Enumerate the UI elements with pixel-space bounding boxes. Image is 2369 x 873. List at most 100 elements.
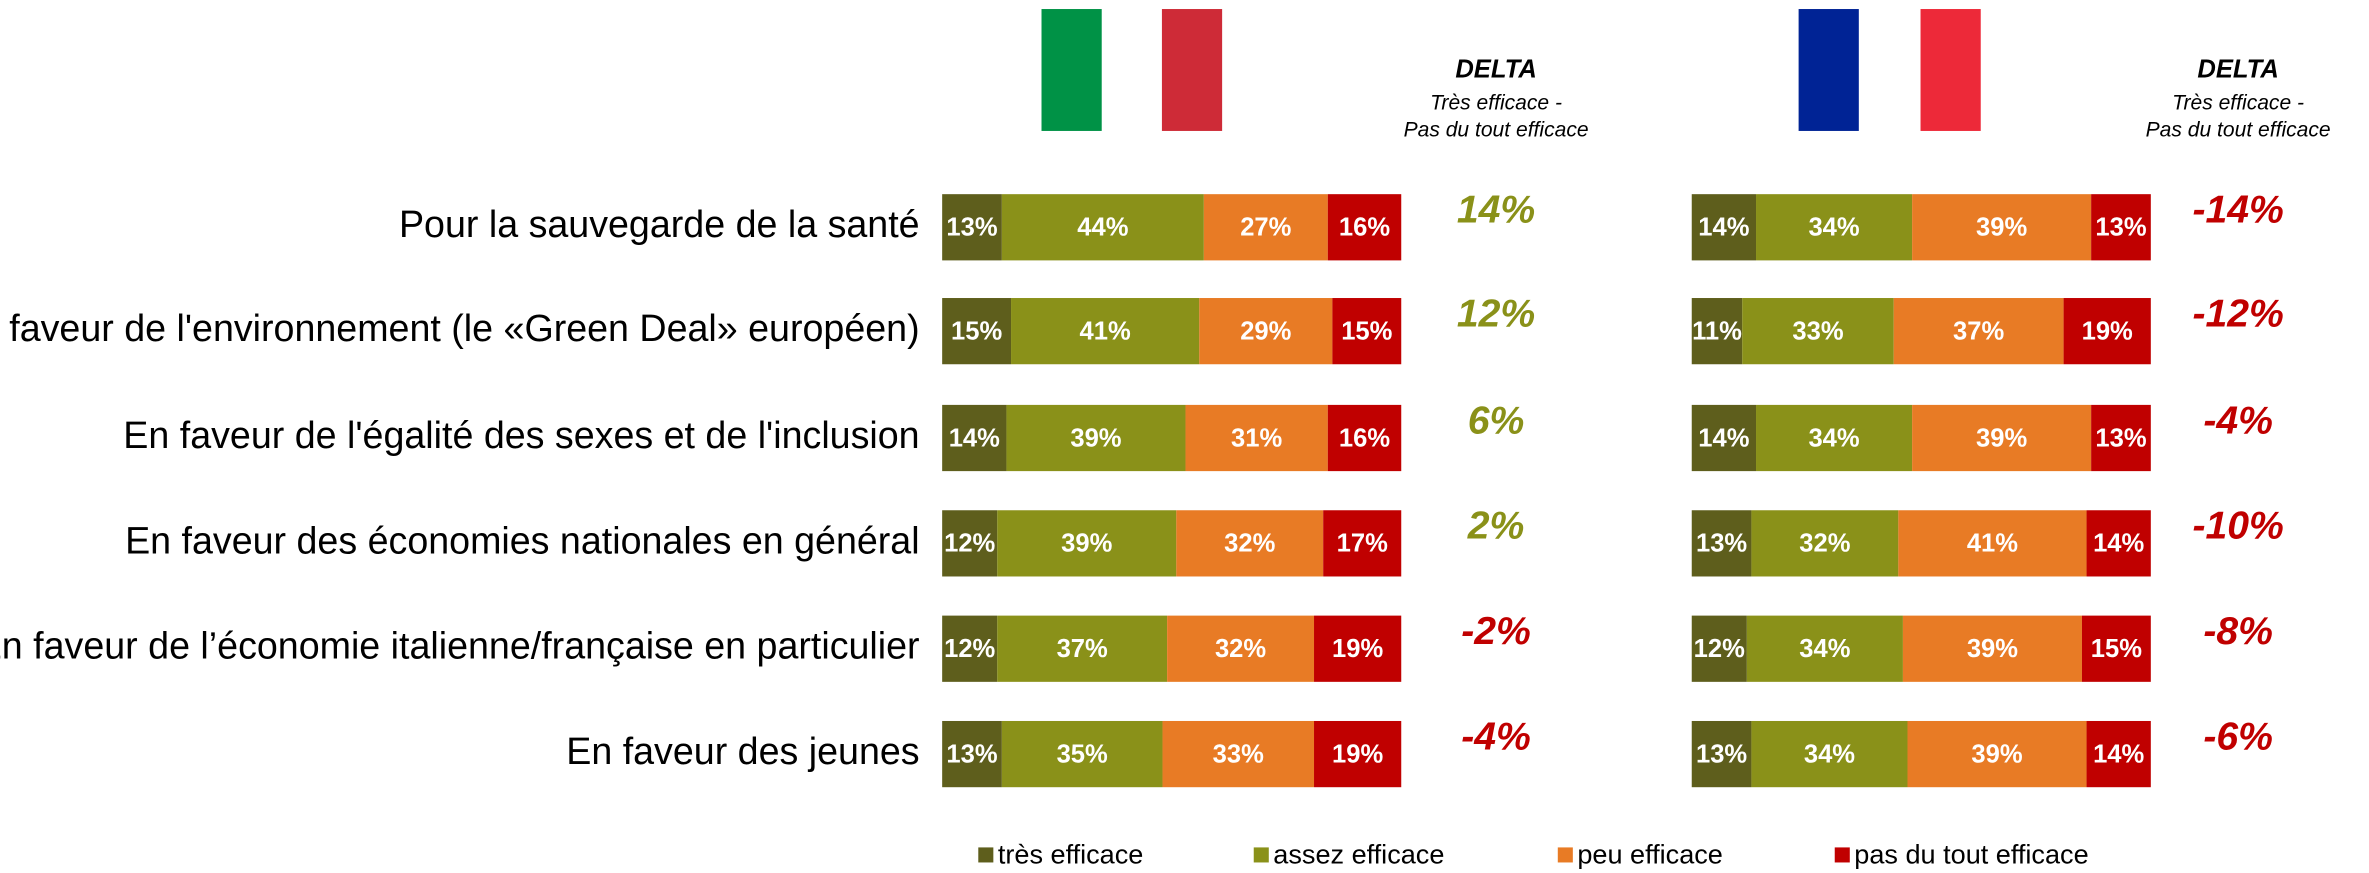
bar-segment: [1176, 510, 1324, 577]
data-label: 16%: [1339, 424, 1390, 452]
bar-segment: [1907, 720, 2087, 788]
data-label: 14%: [1698, 424, 1749, 452]
category-label: Pour la sauvegarde de la santé: [399, 203, 920, 245]
data-label: 16%: [1339, 214, 1390, 242]
delta-title: DELTA: [2197, 55, 2278, 83]
delta-label: -4%: [1461, 715, 1531, 758]
data-label: 39%: [1061, 530, 1112, 558]
bar-segment: [1902, 615, 2082, 682]
data-label: 39%: [1976, 214, 2027, 242]
bar-segment: [1756, 194, 1913, 261]
data-label: 19%: [1332, 635, 1383, 663]
bar-segment: [1691, 510, 1752, 577]
category-label: En faveur de l'environnement (le «Green …: [0, 307, 920, 349]
delta-label: 12%: [1457, 292, 1535, 335]
data-label: 12%: [944, 635, 995, 663]
bar-segment: [1751, 720, 1908, 788]
legend-swatch: [1557, 847, 1573, 863]
data-label: 44%: [1077, 214, 1128, 242]
bar-segment: [942, 194, 1002, 261]
delta-label: 6%: [1468, 399, 1525, 442]
data-label: 41%: [1967, 530, 2018, 558]
bar-segment: [1314, 615, 1402, 682]
data-label: 13%: [2095, 214, 2146, 242]
category-label: En faveur de l'égalité des sexes et de l…: [123, 414, 919, 456]
data-label: 17%: [1337, 530, 1388, 558]
bar-segment: [997, 510, 1177, 577]
bar-segment: [1323, 510, 1402, 577]
data-label: 15%: [1341, 317, 1392, 345]
bar-segment: [2086, 720, 2151, 788]
bar-segment: [1332, 298, 1402, 365]
legend-label: très efficace: [998, 839, 1144, 870]
delta-subtitle: Pas du tout efficace: [1404, 119, 1589, 142]
data-label: 33%: [1792, 317, 1843, 345]
bar-segment: [1898, 510, 2087, 577]
data-label: 34%: [1799, 635, 1850, 663]
category-label: En faveur des économies nationales en gé…: [125, 519, 920, 561]
delta-subtitle: Pas du tout efficace: [2146, 119, 2331, 142]
data-label: 12%: [1694, 635, 1745, 663]
legend-swatch: [978, 847, 994, 863]
data-label: 13%: [1696, 530, 1747, 558]
data-label: 35%: [1057, 740, 1108, 768]
data-label: 12%: [944, 530, 995, 558]
bar-segment: [2081, 615, 2151, 682]
data-label: 14%: [1698, 214, 1749, 242]
delta-title: DELTA: [1455, 55, 1536, 83]
bar-segment: [1756, 404, 1913, 472]
bar-segment: [1746, 615, 1903, 682]
data-label: 41%: [1080, 317, 1131, 345]
bar-segment: [942, 510, 998, 577]
delta-label: 14%: [1457, 189, 1535, 232]
data-label: 14%: [2093, 530, 2144, 558]
bar-segment: [1691, 194, 1757, 261]
data-label: 13%: [946, 214, 997, 242]
data-label: 37%: [1953, 317, 2004, 345]
bar-segment: [1691, 404, 1757, 472]
bar-segment: [1001, 720, 1163, 788]
bar-segment: [1203, 194, 1328, 261]
flag-france-red: [1920, 9, 1981, 131]
bar-segment: [1691, 615, 1747, 682]
data-label: 39%: [1967, 635, 2018, 663]
bar-segment: [1162, 720, 1315, 788]
legend-label: assez efficace: [1273, 839, 1444, 870]
bar-segment: [942, 720, 1002, 788]
data-label: 34%: [1808, 214, 1859, 242]
bar-segment: [942, 404, 1007, 472]
bar-segment: [1185, 404, 1328, 472]
bar-segment: [2091, 194, 2151, 261]
delta-label: 2%: [1467, 505, 1525, 548]
bar-segment: [1691, 298, 1743, 365]
bar-segment: [2063, 298, 2151, 365]
bar-segment: [1167, 615, 1315, 682]
legend-swatch: [1253, 847, 1269, 863]
legend-swatch: [1834, 847, 1850, 863]
data-label: 31%: [1231, 424, 1282, 452]
bar-segment: [1199, 298, 1333, 365]
delta-label: -2%: [1461, 610, 1531, 653]
data-label: 19%: [1332, 740, 1383, 768]
bar-segment: [942, 298, 1012, 365]
data-label: 39%: [1971, 740, 2022, 768]
legend-label: peu efficace: [1577, 839, 1723, 870]
bar-segment: [1001, 194, 1204, 261]
data-label: 13%: [1696, 740, 1747, 768]
data-label: 29%: [1240, 317, 1291, 345]
data-label: 15%: [2091, 635, 2142, 663]
bar-segment: [1327, 194, 1402, 261]
data-label: 34%: [1808, 424, 1859, 452]
bar-segment: [1314, 720, 1402, 788]
flag-france-blue: [1798, 9, 1859, 131]
data-label: 13%: [946, 740, 997, 768]
bar-segment: [1691, 720, 1752, 788]
data-label: 33%: [1213, 740, 1264, 768]
data-label: 11%: [1692, 317, 1742, 345]
bar-segment: [1751, 510, 1899, 577]
data-label: 32%: [1224, 530, 1275, 558]
data-label: 34%: [1804, 740, 1855, 768]
data-label: 39%: [1976, 424, 2027, 452]
data-label: 13%: [2095, 424, 2146, 452]
